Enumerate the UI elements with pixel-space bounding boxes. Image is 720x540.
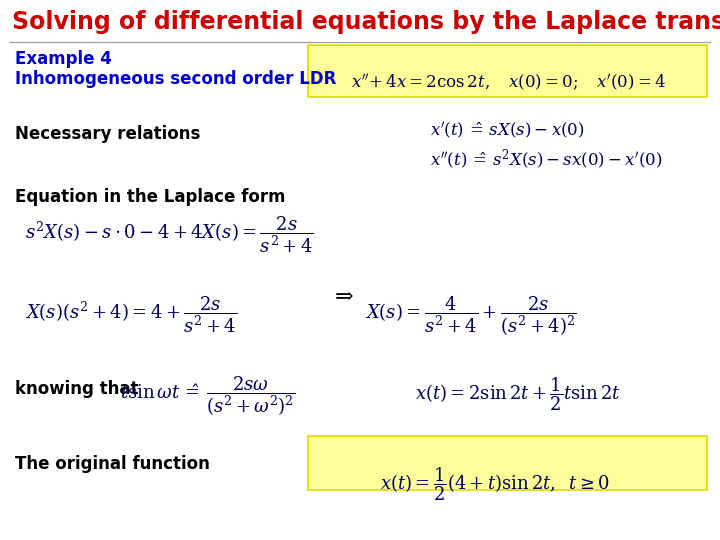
Text: knowing that: knowing that xyxy=(15,380,138,398)
Text: Solving of differential equations by the Laplace transform: Solving of differential equations by the… xyxy=(12,10,720,34)
Text: $X(s)=\dfrac{4}{s^2+4}+\dfrac{2s}{(s^2+4)^2}$: $X(s)=\dfrac{4}{s^2+4}+\dfrac{2s}{(s^2+4… xyxy=(365,295,577,338)
Text: Necessary relations: Necessary relations xyxy=(15,125,200,143)
Text: $x(t)=\dfrac{1}{2}(4+t)\sin 2t,\;\; t\geq 0$: $x(t)=\dfrac{1}{2}(4+t)\sin 2t,\;\; t\ge… xyxy=(380,465,610,503)
Text: $t\sin\omega t\,\hat{=}\,\dfrac{2s\omega}{(s^2+\omega^2)^2}$: $t\sin\omega t\,\hat{=}\,\dfrac{2s\omega… xyxy=(120,375,295,418)
Text: $\Rightarrow$: $\Rightarrow$ xyxy=(330,285,354,305)
Text: $x'(t)\,\hat{=}\,sX(s)-x(0)$: $x'(t)\,\hat{=}\,sX(s)-x(0)$ xyxy=(430,120,585,140)
FancyBboxPatch shape xyxy=(308,436,707,490)
Text: $x(t)=2\sin 2t+\dfrac{1}{2}t\sin 2t$: $x(t)=2\sin 2t+\dfrac{1}{2}t\sin 2t$ xyxy=(415,375,621,413)
Text: $X(s)(s^2+4)=4+\dfrac{2s}{s^2+4}$: $X(s)(s^2+4)=4+\dfrac{2s}{s^2+4}$ xyxy=(25,295,238,335)
Text: $x''(t)\,\hat{=}\,s^2X(s)-sx(0)-x'(0)$: $x''(t)\,\hat{=}\,s^2X(s)-sx(0)-x'(0)$ xyxy=(430,148,662,172)
Text: The original function: The original function xyxy=(15,455,210,473)
FancyBboxPatch shape xyxy=(308,45,707,97)
Text: $x''\!+4x=2\cos 2t,\quad x(0)=0;\quad x'(0)=4$: $x''\!+4x=2\cos 2t,\quad x(0)=0;\quad x'… xyxy=(351,72,665,93)
Text: $s^2X(s)-s\cdot 0-4+4X(s)=\dfrac{2s}{s^2+4}$: $s^2X(s)-s\cdot 0-4+4X(s)=\dfrac{2s}{s^2… xyxy=(25,215,314,255)
Text: Example 4: Example 4 xyxy=(15,50,112,68)
Text: Inhomogeneous second order LDR: Inhomogeneous second order LDR xyxy=(15,70,336,88)
Text: Equation in the Laplace form: Equation in the Laplace form xyxy=(15,188,286,206)
